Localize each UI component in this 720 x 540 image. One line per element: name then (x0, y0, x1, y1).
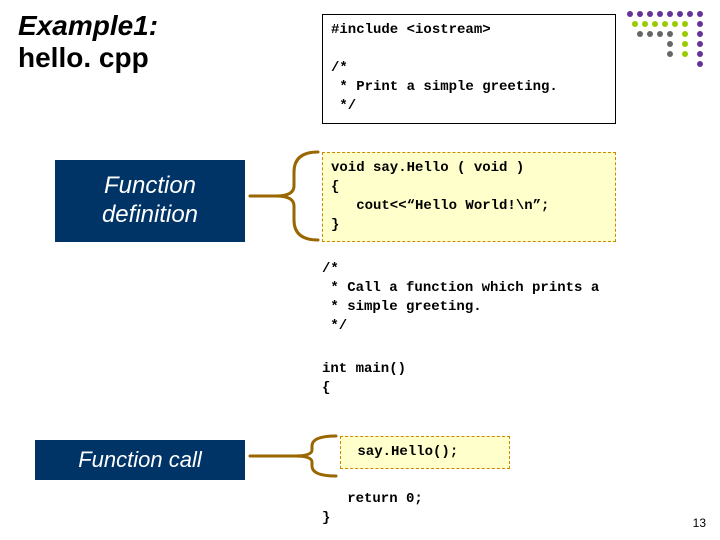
function-definition-label: Function definition (55, 160, 245, 242)
func-call-text: Function call (78, 447, 202, 473)
code-function-definition: void say.Hello ( void ) { cout<<“Hello W… (322, 152, 616, 242)
brace-definition-icon (246, 148, 322, 244)
code-include-comment: #include <iostream> /* * Print a simple … (322, 14, 616, 124)
title-line2: hello. cpp (18, 42, 158, 74)
func-defn-line2: definition (55, 201, 245, 230)
code-comment1: /* * Print a simple greeting. */ (331, 60, 558, 114)
code-main-start: int main() { (322, 360, 406, 398)
code-call-text: say.Hello(); (357, 444, 458, 460)
function-call-label: Function call (35, 440, 245, 480)
code-funcdef-text: void say.Hello ( void ) { cout<<“Hello W… (331, 160, 549, 233)
slide-title: Example1: hello. cpp (18, 10, 158, 74)
func-defn-line1: Function (55, 172, 245, 201)
code-main-end: return 0; } (322, 490, 423, 528)
code-comment2: /* * Call a function which prints a * si… (322, 260, 702, 336)
code-include-line: #include <iostream> (331, 22, 491, 38)
page-number: 13 (693, 516, 706, 530)
brace-call-icon (246, 432, 340, 480)
title-line1: Example1: (18, 10, 158, 42)
corner-dots-icon (620, 6, 710, 70)
code-function-call: say.Hello(); (340, 436, 510, 469)
